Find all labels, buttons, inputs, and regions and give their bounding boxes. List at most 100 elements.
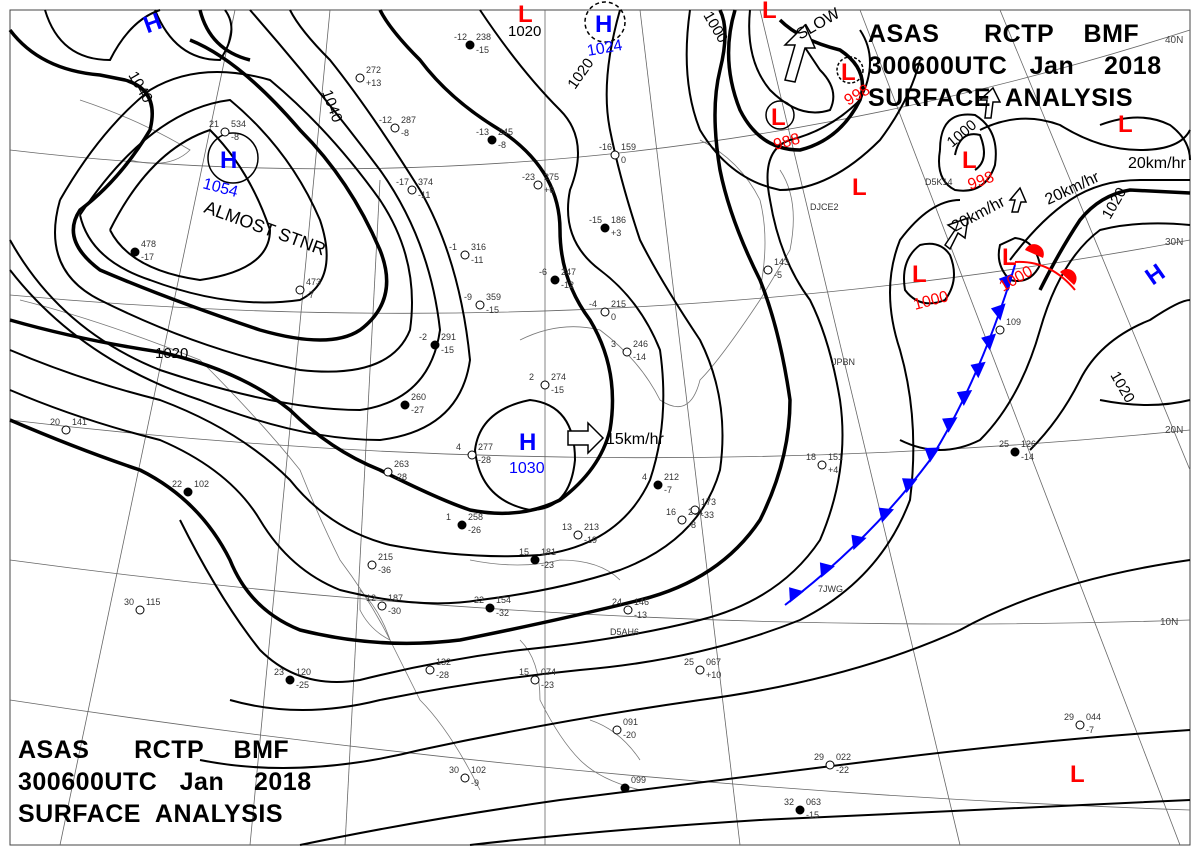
station-id: D5AH6 xyxy=(610,627,639,637)
station-pressure: 102 xyxy=(471,765,486,775)
station-circle-icon xyxy=(600,307,610,317)
station-circle-icon xyxy=(695,665,705,675)
isobar-label: 1020 xyxy=(508,23,541,40)
station-temperature: 30 xyxy=(124,597,134,607)
station-tendency: -36 xyxy=(378,565,391,575)
station-pressure: 374 xyxy=(418,177,433,187)
station-circle-icon xyxy=(61,425,71,435)
station-circle-icon xyxy=(677,515,687,525)
station-pressure: 143 xyxy=(774,257,789,267)
station-pressure: 115 xyxy=(146,597,160,607)
station-tendency: -8 xyxy=(498,140,506,150)
station-temperature: -12 xyxy=(379,115,392,125)
station-plot: 074 15 -23 xyxy=(519,667,556,690)
high-center-1030: H xyxy=(519,429,536,456)
station-plot: 245 -13 -8 xyxy=(476,127,513,150)
title-line: ASAS RCTP BMF xyxy=(868,20,1140,48)
cold-front-triangle xyxy=(998,273,1014,291)
station-plot: 099 xyxy=(620,775,646,793)
station-temperature: 30 xyxy=(449,765,459,775)
low-center: L xyxy=(852,174,867,201)
title-block-top-right: ASAS RCTP BMF 300600UTC Jan 2018 SURFACE A… xyxy=(868,18,1162,114)
station-circle-icon xyxy=(135,605,145,615)
low-center-998: L xyxy=(962,147,977,174)
station-pressure: 291 xyxy=(441,332,456,342)
station-temperature: 29 xyxy=(814,752,824,762)
cold-front-triangle xyxy=(970,361,986,379)
station-tendency: -14 xyxy=(1021,452,1034,462)
station-circle-icon xyxy=(383,467,393,477)
station-plot: 141 20 xyxy=(50,417,87,435)
lat-label: 40N xyxy=(1165,35,1183,46)
isobar-label: 1020 xyxy=(1107,369,1138,406)
station-temperature: 18 xyxy=(806,452,816,462)
isobar-label: 1040 xyxy=(318,88,345,125)
station-pressure: 063 xyxy=(806,797,821,807)
station-circle-icon xyxy=(460,250,470,260)
lat-label: 10N xyxy=(1160,617,1178,628)
station-circle-icon xyxy=(550,275,560,285)
station-plot: 159 -16 0 xyxy=(599,142,636,165)
station-plot: 215 -4 0 xyxy=(589,299,626,322)
station-temperature: 3 xyxy=(611,339,616,349)
high-center-1054: H xyxy=(220,147,237,174)
low-center: L xyxy=(762,0,777,24)
cold-front-triangle xyxy=(942,417,958,433)
station-circle-icon xyxy=(220,127,230,137)
station-plot: 115 30 xyxy=(124,597,160,615)
station-pressure: 074 xyxy=(541,667,556,677)
lat-label: 30N xyxy=(1165,237,1183,248)
station-tendency: +3 xyxy=(611,228,621,238)
station-ids: D5AH6 JPBN DJCE2 7JWG D5K14 xyxy=(610,177,953,637)
station-pressure: 212 xyxy=(664,472,679,482)
station-circle-icon xyxy=(600,223,610,233)
station-pressure: 263 xyxy=(394,459,409,469)
station-circle-icon xyxy=(623,605,633,615)
station-circle-icon xyxy=(817,460,827,470)
station-tendency: -8 xyxy=(688,520,696,530)
station-plot: 263-28 xyxy=(383,459,409,482)
station-temperature: -9 xyxy=(464,292,472,302)
station-pressure: 151 xyxy=(828,452,843,462)
station-temperature: -16 xyxy=(599,142,612,152)
station-temperature: -12 xyxy=(454,32,467,42)
station-pressure: 141 xyxy=(72,417,87,427)
low-center: L xyxy=(518,1,533,28)
station-pressure: 109 xyxy=(1006,317,1021,327)
station-pressure: 277 xyxy=(478,442,493,452)
high-center: H xyxy=(1140,259,1170,291)
station-tendency: -28 xyxy=(436,670,449,680)
station-pressure: 186 xyxy=(611,215,626,225)
station-pressure: 154 xyxy=(496,595,511,605)
station-plot: 260-27 xyxy=(400,392,426,415)
station-tendency: -22 xyxy=(836,765,849,775)
station-plot: 187 12 -30 xyxy=(366,593,403,616)
station-plot: 213 13 -19 xyxy=(562,522,599,545)
cold-front-triangle xyxy=(981,333,997,351)
isobars xyxy=(8,9,1191,846)
station-pressure: 238 xyxy=(476,32,491,42)
station-tendency: -14 xyxy=(633,352,646,362)
station-temperature: -23 xyxy=(522,172,535,182)
station-temperature: 22 xyxy=(172,479,182,489)
station-circle-icon xyxy=(795,805,805,815)
station-pressure: 473 xyxy=(306,277,321,287)
station-plot: 143-5 xyxy=(763,257,789,280)
station-plot: 173-33 xyxy=(690,497,716,520)
station-circle-icon xyxy=(407,185,417,195)
station-pressure: 359 xyxy=(486,292,501,302)
station-pressure: 102 xyxy=(194,479,209,489)
station-pressure: 246 xyxy=(633,339,648,349)
station-plot: 132-28 xyxy=(425,657,451,680)
station-id: JPBN xyxy=(832,357,855,367)
station-tendency: -15 xyxy=(476,45,489,55)
station-circle-icon xyxy=(485,603,495,613)
station-temperature: 25 xyxy=(684,657,694,667)
low-center: L xyxy=(1118,111,1133,138)
high-center-1024: H xyxy=(595,11,612,38)
station-tendency: -32 xyxy=(496,608,509,618)
station-tendency: -12 xyxy=(561,280,574,290)
station-pressure: 187 xyxy=(388,593,403,603)
station-temperature: 29 xyxy=(1064,712,1074,722)
low-center-998: L xyxy=(841,59,856,86)
